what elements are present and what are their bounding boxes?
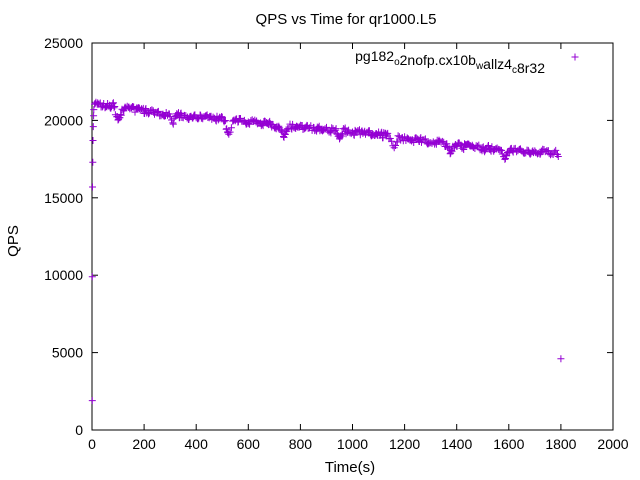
legend-marker bbox=[571, 53, 579, 61]
data-point bbox=[223, 125, 231, 133]
y-axis-label: QPS bbox=[5, 225, 22, 257]
x-tick-label: 400 bbox=[185, 436, 209, 452]
data-point bbox=[117, 111, 125, 119]
y-tick-label: 5000 bbox=[52, 345, 83, 361]
legend: pg182o2nofp.cx10bwallz4c8r32 bbox=[355, 48, 579, 76]
data-point bbox=[289, 120, 297, 128]
data-point bbox=[443, 140, 451, 148]
legend-label-part: 8r32 bbox=[517, 60, 545, 76]
data-point bbox=[88, 273, 96, 281]
chart-title: QPS vs Time for qr1000.L5 bbox=[256, 11, 437, 28]
legend-label-part: allz4 bbox=[483, 56, 512, 72]
data-point bbox=[109, 99, 117, 107]
data-point bbox=[280, 133, 288, 141]
data-point bbox=[88, 397, 96, 405]
data-point bbox=[110, 104, 118, 112]
data-point bbox=[438, 137, 446, 145]
data-point bbox=[388, 137, 396, 145]
data-point bbox=[498, 147, 505, 155]
data-point bbox=[444, 144, 452, 152]
data-point bbox=[421, 135, 429, 143]
data-point bbox=[325, 128, 333, 136]
data-point bbox=[220, 118, 228, 126]
data-point bbox=[552, 146, 560, 154]
x-tick-label: 800 bbox=[289, 436, 313, 452]
data-point bbox=[339, 130, 347, 138]
x-axis-label: Time(s) bbox=[325, 459, 375, 476]
data-point bbox=[197, 111, 205, 119]
data-point bbox=[154, 107, 162, 115]
data-point bbox=[410, 139, 418, 146]
data-point bbox=[169, 120, 177, 128]
data-point bbox=[394, 132, 402, 140]
data-point bbox=[89, 123, 97, 131]
data-point bbox=[544, 147, 552, 155]
data-point bbox=[475, 141, 483, 149]
y-tick-label: 10000 bbox=[44, 267, 83, 283]
y-axis: 0 5000 10000 15000 20000 25000 bbox=[44, 35, 613, 438]
data-point bbox=[107, 104, 115, 112]
data-point bbox=[221, 117, 229, 125]
data-point bbox=[275, 122, 283, 130]
data-point bbox=[332, 125, 340, 133]
x-tick-label: 1400 bbox=[441, 436, 472, 452]
data-point bbox=[226, 128, 234, 136]
data-point bbox=[474, 142, 481, 150]
x-tick-label: 2000 bbox=[597, 436, 628, 452]
x-tick-label: 600 bbox=[237, 436, 261, 452]
data-point bbox=[365, 127, 373, 135]
data-point bbox=[89, 183, 96, 191]
legend-label-part: c bbox=[512, 65, 517, 76]
y-tick-label: 20000 bbox=[44, 112, 83, 128]
data-point bbox=[557, 355, 565, 363]
data-point bbox=[259, 122, 267, 130]
y-tick-label: 25000 bbox=[44, 35, 83, 51]
data-point bbox=[111, 103, 119, 110]
legend-label: pg182o2nofp.cx10bwallz4c8r32 bbox=[355, 48, 545, 76]
data-point bbox=[246, 120, 254, 128]
x-tick-label: 1600 bbox=[493, 436, 524, 452]
x-tick-label: 1800 bbox=[545, 436, 576, 452]
x-axis: 0 200 400 600 800 1000 1200 1400 1600 1800 2000 bbox=[88, 43, 629, 452]
y-tick-label: 15000 bbox=[44, 190, 83, 206]
y-tick-label: 0 bbox=[75, 422, 83, 438]
data-point bbox=[384, 129, 392, 137]
data-point bbox=[496, 146, 504, 154]
data-point bbox=[383, 130, 391, 138]
x-tick-label: 1000 bbox=[337, 436, 368, 452]
data-series bbox=[88, 98, 565, 405]
data-point bbox=[89, 137, 97, 144]
legend-label-part: pg182 bbox=[355, 48, 394, 64]
data-point bbox=[154, 108, 162, 116]
legend-plus-marker bbox=[571, 53, 579, 61]
legend-label-part: 2nofp.cx10b bbox=[400, 52, 476, 68]
data-point bbox=[448, 147, 456, 155]
data-point bbox=[227, 124, 235, 132]
data-point bbox=[90, 106, 98, 114]
x-tick-label: 200 bbox=[132, 436, 156, 452]
data-point bbox=[315, 122, 323, 130]
data-point bbox=[339, 125, 347, 133]
plot-area bbox=[91, 42, 614, 431]
legend-label-part: o bbox=[394, 57, 400, 68]
data-point bbox=[379, 134, 387, 142]
legend-label-part: w bbox=[475, 61, 484, 72]
data-point bbox=[392, 142, 399, 149]
data-point bbox=[485, 142, 492, 149]
data-point bbox=[142, 105, 150, 112]
data-point bbox=[460, 146, 468, 153]
plot-border bbox=[91, 42, 614, 431]
data-point bbox=[115, 115, 123, 123]
data-point bbox=[281, 131, 289, 138]
data-point bbox=[89, 158, 97, 166]
x-tick-label: 0 bbox=[88, 436, 96, 452]
data-point bbox=[90, 112, 98, 120]
x-tick-label: 1200 bbox=[389, 436, 420, 452]
data-point bbox=[554, 153, 562, 160]
